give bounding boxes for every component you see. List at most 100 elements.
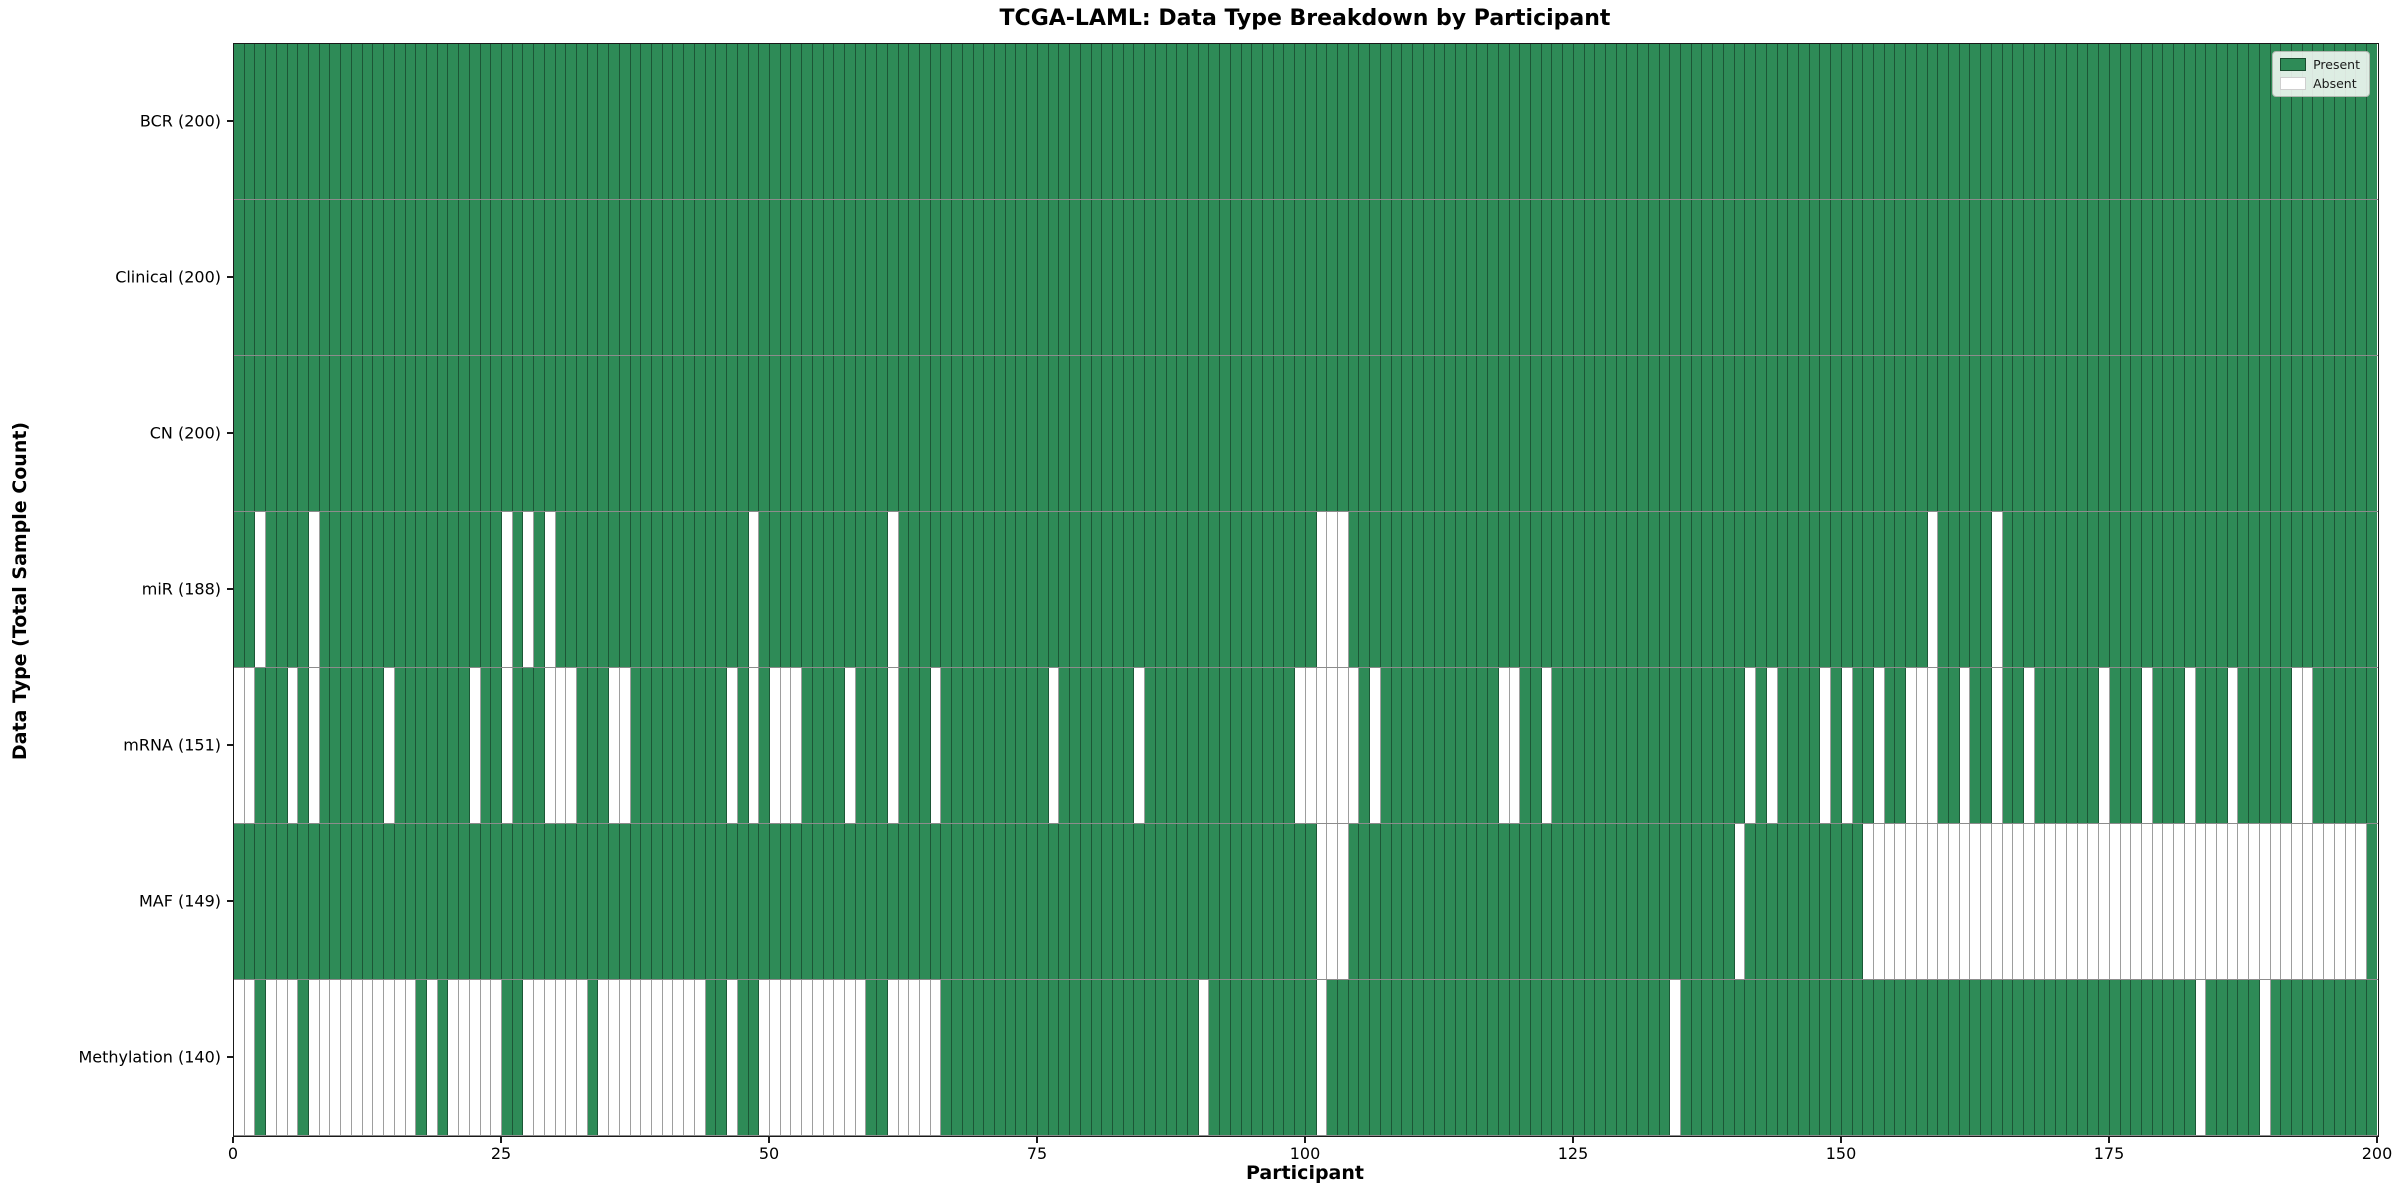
- heatmap-cell: [1606, 668, 1617, 823]
- heatmap-cell: [609, 668, 620, 823]
- heatmap-cell: [577, 824, 588, 979]
- heatmap-cell: [437, 356, 449, 511]
- heatmap-cell: [1745, 44, 1757, 199]
- heatmap-cell: [1820, 824, 1832, 979]
- heatmap-cell: [1477, 824, 1489, 979]
- heatmap-cell: [1005, 980, 1017, 1135]
- heatmap-cell: [973, 668, 985, 823]
- heatmap-cell: [652, 980, 663, 1135]
- heatmap-cell: [298, 44, 310, 199]
- heatmap-cell: [1798, 356, 1810, 511]
- heatmap-cell: [952, 668, 963, 823]
- heatmap-cell: [1273, 668, 1285, 823]
- heatmap-cell: [877, 668, 888, 823]
- heatmap-cell: [373, 356, 385, 511]
- heatmap-cell: [2356, 200, 2368, 355]
- heatmap-cell: [662, 356, 674, 511]
- heatmap-cell: [1263, 200, 1274, 355]
- heatmap-cell: [319, 356, 331, 511]
- heatmap-cell: [1402, 356, 1414, 511]
- heatmap-cell: [362, 44, 374, 199]
- heatmap-cell: [1884, 200, 1896, 355]
- heatmap-cell: [1155, 512, 1167, 667]
- heatmap-cell: [2195, 356, 2207, 511]
- present-swatch: [2280, 58, 2307, 71]
- heatmap-cell: [1048, 44, 1060, 199]
- heatmap-cell: [1059, 200, 1071, 355]
- heatmap-cell: [2302, 44, 2314, 199]
- heatmap-cell: [1477, 356, 1489, 511]
- heatmap-cell: [1080, 824, 1092, 979]
- heatmap-cell: [952, 200, 963, 355]
- heatmap-cell: [705, 200, 717, 355]
- heatmap-cell: [995, 44, 1006, 199]
- heatmap-cell: [1959, 980, 1971, 1135]
- heatmap-cell: [930, 356, 942, 511]
- heatmap-cell: [930, 200, 942, 355]
- heatmap-cell: [1863, 356, 1874, 511]
- heatmap-cell: [1413, 512, 1424, 667]
- heatmap-cell: [2152, 824, 2164, 979]
- heatmap-cell: [1970, 356, 1982, 511]
- heatmap-cell: [351, 668, 363, 823]
- heatmap-cell: [491, 668, 502, 823]
- y-tick-mark: [227, 432, 233, 434]
- heatmap-cell: [1273, 200, 1285, 355]
- heatmap-cell: [694, 980, 706, 1135]
- heatmap-cell: [523, 668, 535, 823]
- heatmap-cell: [1230, 512, 1242, 667]
- heatmap-cell: [2259, 824, 2271, 979]
- y-tick-mark: [227, 744, 233, 746]
- heatmap-cell: [1413, 824, 1424, 979]
- heatmap-cell: [673, 44, 685, 199]
- heatmap-cell: [2152, 44, 2164, 199]
- heatmap-cell: [341, 44, 352, 199]
- heatmap-cell: [737, 44, 749, 199]
- heatmap-cell: [1648, 44, 1660, 199]
- heatmap-cell: [1445, 44, 1456, 199]
- heatmap-cell: [1949, 668, 1960, 823]
- heatmap-cell: [1584, 980, 1596, 1135]
- heatmap-cell: [1059, 668, 1071, 823]
- x-tick-mark: [1036, 1136, 1038, 1143]
- heatmap-cell: [716, 668, 728, 823]
- heatmap-cell: [1187, 824, 1199, 979]
- heatmap-cell: [887, 200, 899, 355]
- heatmap-cell: [1831, 980, 1842, 1135]
- heatmap-cell: [1873, 980, 1885, 1135]
- heatmap-cell: [1777, 200, 1789, 355]
- heatmap-cell: [2131, 356, 2142, 511]
- heatmap-cell: [1155, 44, 1167, 199]
- heatmap-cell: [920, 980, 931, 1135]
- heatmap-cell: [2227, 200, 2239, 355]
- heatmap-cell: [1284, 980, 1296, 1135]
- heatmap-cell: [1938, 668, 1949, 823]
- heatmap-cell: [1091, 356, 1103, 511]
- heatmap-cell: [1873, 824, 1885, 979]
- heatmap-cell: [2367, 44, 2377, 199]
- heatmap-cell: [1445, 512, 1456, 667]
- heatmap-cell: [1391, 44, 1403, 199]
- heatmap-cell: [802, 356, 813, 511]
- heatmap-cell: [2066, 824, 2078, 979]
- heatmap-cell: [2302, 980, 2314, 1135]
- heatmap-cell: [930, 980, 942, 1135]
- heatmap-cell: [887, 356, 899, 511]
- heatmap-cell: [1991, 512, 2003, 667]
- heatmap-cell: [577, 356, 588, 511]
- heatmap-cell: [1991, 980, 2003, 1135]
- heatmap-cell: [1134, 824, 1146, 979]
- heatmap-cell: [1187, 356, 1199, 511]
- heatmap-cell: [2334, 512, 2346, 667]
- heatmap-cell: [2270, 668, 2282, 823]
- heatmap-cell: [1970, 512, 1982, 667]
- heatmap-cell: [1134, 980, 1146, 1135]
- heatmap-cell: [887, 44, 899, 199]
- heatmap-cell: [1048, 668, 1060, 823]
- heatmap-cell: [2056, 668, 2067, 823]
- heatmap-cell: [737, 980, 749, 1135]
- heatmap-cell: [941, 824, 953, 979]
- heatmap-cell: [1595, 44, 1606, 199]
- heatmap-cell: [1895, 512, 1907, 667]
- heatmap-cell: [1434, 356, 1446, 511]
